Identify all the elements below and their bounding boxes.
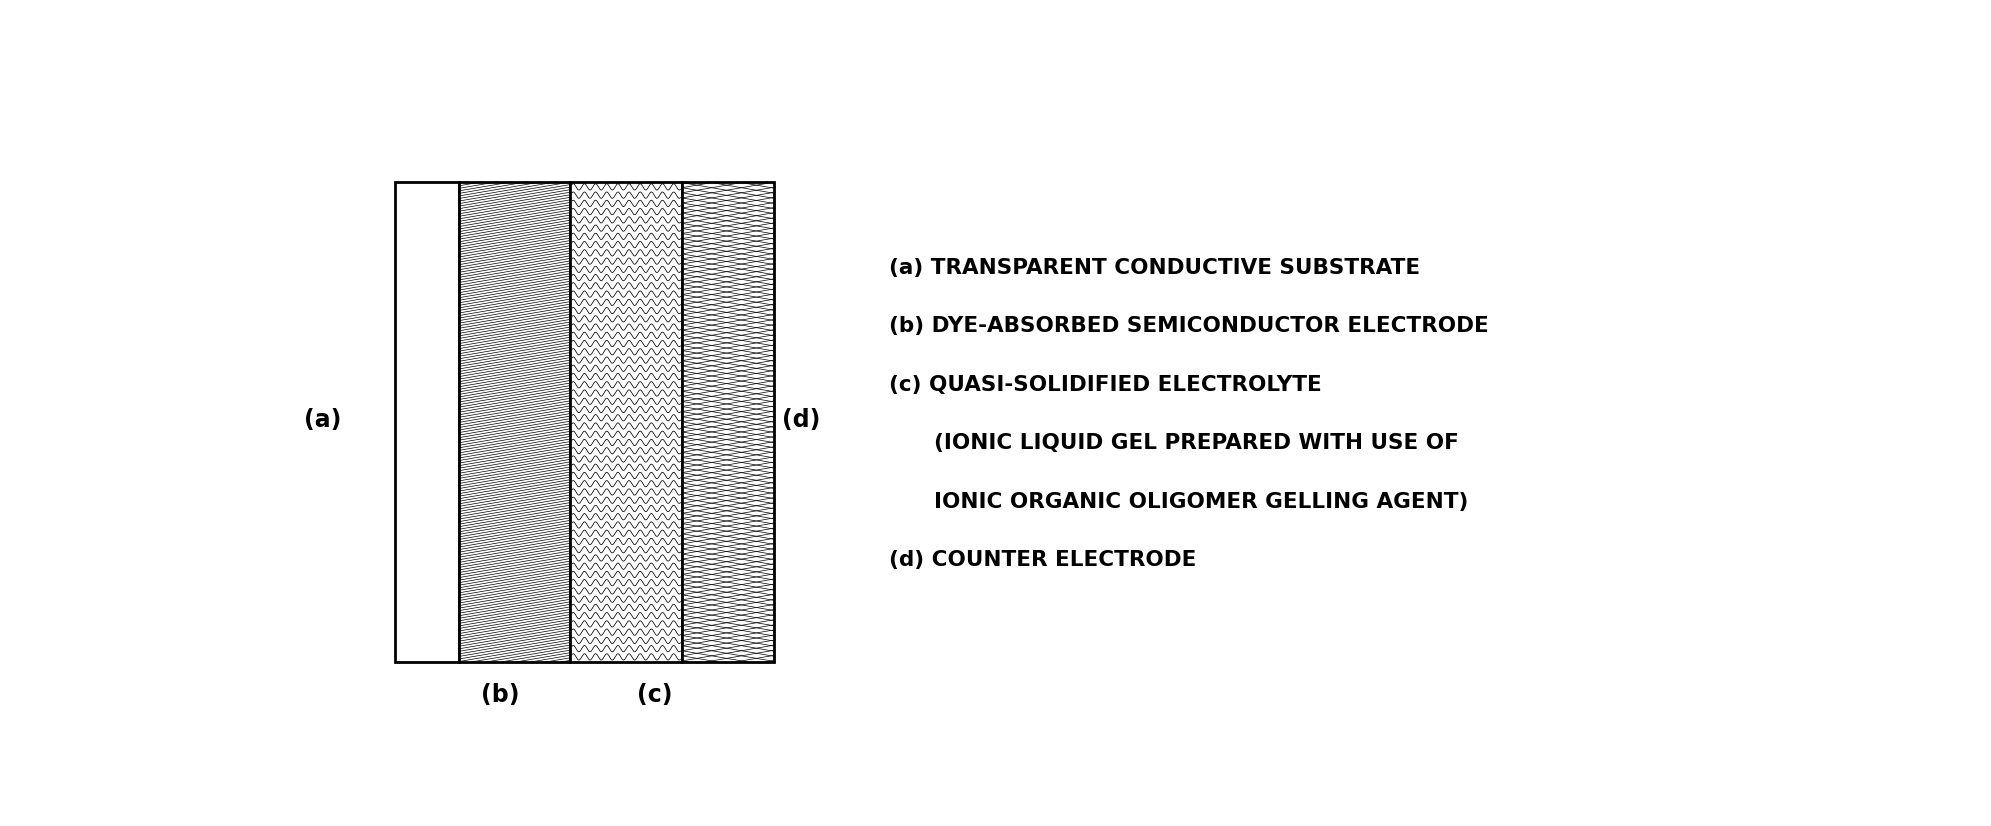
Bar — [460, 182, 571, 662]
Text: (IONIC LIQUID GEL PREPARED WITH USE OF: (IONIC LIQUID GEL PREPARED WITH USE OF — [890, 433, 1459, 453]
Text: (c) QUASI-SOLIDIFIED ELECTROLYTE: (c) QUASI-SOLIDIFIED ELECTROLYTE — [890, 375, 1322, 395]
Text: IONIC ORGANIC OLIGOMER GELLING AGENT): IONIC ORGANIC OLIGOMER GELLING AGENT) — [890, 491, 1469, 512]
Text: (b): (b) — [482, 683, 520, 707]
Bar — [571, 182, 683, 662]
Text: (a) TRANSPARENT CONDUCTIVE SUBSTRATE: (a) TRANSPARENT CONDUCTIVE SUBSTRATE — [890, 258, 1420, 278]
Text: (d): (d) — [782, 408, 820, 432]
Bar — [396, 182, 460, 662]
Text: (b) DYE-ABSORBED SEMICONDUCTOR ELECTRODE: (b) DYE-ABSORBED SEMICONDUCTOR ELECTRODE — [890, 316, 1489, 336]
Text: (a): (a) — [305, 408, 342, 432]
Bar — [683, 182, 774, 662]
Text: (c): (c) — [637, 683, 673, 707]
Text: (d) COUNTER ELECTRODE: (d) COUNTER ELECTRODE — [890, 550, 1197, 570]
